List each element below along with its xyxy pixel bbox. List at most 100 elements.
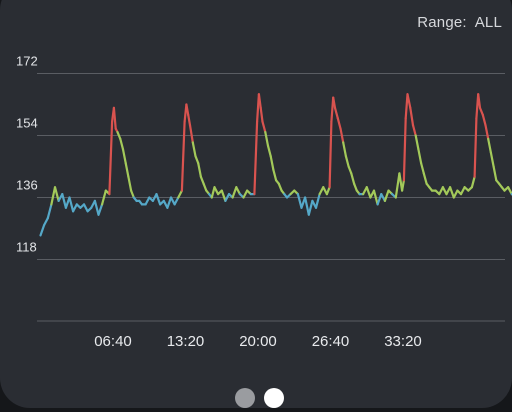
line-segment — [175, 198, 179, 205]
line-segment — [349, 167, 352, 174]
line-segment — [413, 125, 416, 135]
line-segment — [346, 156, 349, 166]
line-segment — [309, 201, 313, 215]
line-segment — [279, 184, 282, 191]
line-segment — [351, 173, 354, 183]
y-tick-label: 172 — [16, 54, 38, 69]
line-segment — [131, 191, 134, 198]
x-tick-label: 26:40 — [312, 333, 350, 350]
line-segment — [335, 108, 338, 118]
grid-lines — [37, 74, 505, 322]
line-segment — [188, 115, 190, 125]
line-segment — [273, 170, 276, 180]
line-segment — [99, 204, 103, 214]
line-segment — [404, 118, 406, 180]
line-segment — [236, 187, 240, 194]
line-segment — [157, 194, 161, 204]
line-segment — [408, 94, 411, 108]
line-segment — [198, 163, 201, 177]
x-tick-label: 13:20 — [167, 333, 205, 350]
y-tick-label: 136 — [16, 178, 38, 193]
heart-rate-chart: 118 136 154 172 06:40 13:20 20:00 26:40 33:20 — [0, 20, 512, 380]
line-segment — [73, 204, 77, 211]
line-segment — [454, 191, 458, 198]
line-segment — [488, 139, 491, 153]
page-dot-1[interactable] — [235, 388, 255, 408]
line-segment — [128, 177, 131, 191]
line-segment — [193, 142, 196, 156]
line-segment — [402, 180, 404, 190]
line-segment — [472, 177, 475, 187]
line-segment — [126, 163, 129, 177]
line-segment — [410, 108, 413, 125]
line-segment — [385, 191, 389, 201]
line-segment — [421, 163, 424, 173]
line-segment — [51, 187, 55, 204]
line-segment — [330, 122, 332, 188]
line-segment — [41, 225, 45, 235]
x-tick-label: 06:40 — [94, 333, 132, 350]
line-segment — [109, 122, 112, 194]
line-segment — [118, 132, 121, 139]
line-segment — [343, 142, 346, 156]
line-segment — [265, 132, 268, 146]
line-segment — [261, 108, 263, 122]
line-segment — [475, 118, 477, 177]
line-segment — [491, 153, 494, 167]
line-segment — [298, 194, 302, 208]
x-tick-label: 33:20 — [384, 333, 422, 350]
y-tick-label: 118 — [16, 240, 37, 255]
line-segment — [424, 173, 427, 183]
line-segment — [48, 204, 52, 218]
x-axis-ticks: 06:40 13:20 20:00 26:40 33:20 — [94, 333, 422, 350]
line-segment — [114, 108, 116, 129]
line-segment — [416, 136, 419, 150]
line-segment — [254, 122, 257, 194]
line-segment — [167, 198, 171, 208]
line-segment — [486, 125, 489, 139]
line-segment — [190, 125, 193, 142]
line-segment — [268, 146, 271, 156]
x-tick-label: 20:00 — [239, 333, 277, 350]
page-dot-2[interactable] — [264, 388, 284, 408]
line-segment — [233, 187, 237, 197]
line-segment — [196, 156, 199, 163]
line-segment — [120, 139, 123, 149]
line-segment — [146, 198, 150, 205]
line-segment — [244, 191, 248, 198]
line-segment — [263, 122, 266, 132]
line-segment — [450, 187, 454, 197]
y-axis-ticks: 118 136 154 172 — [16, 54, 38, 255]
line-segment — [480, 108, 483, 115]
line-segment — [201, 177, 204, 184]
line-segment — [215, 187, 219, 194]
line-segment — [341, 129, 344, 143]
line-segment — [494, 167, 497, 181]
series-line — [41, 94, 512, 235]
line-segment — [95, 201, 99, 215]
line-segment — [62, 194, 66, 208]
line-segment — [338, 118, 341, 128]
line-segment — [483, 115, 486, 125]
line-segment — [316, 194, 320, 208]
line-segment — [178, 191, 182, 198]
line-segment — [204, 184, 207, 191]
line-segment — [478, 94, 480, 108]
line-segment — [271, 156, 274, 170]
line-segment — [222, 191, 226, 201]
line-segment — [461, 187, 465, 194]
line-segment — [70, 198, 74, 212]
y-tick-label: 154 — [16, 116, 38, 131]
line-segment — [123, 149, 126, 163]
line-segment — [55, 187, 59, 201]
line-segment — [354, 184, 357, 191]
line-segment — [508, 187, 512, 194]
line-segment — [84, 204, 88, 211]
line-segment — [418, 149, 421, 163]
line-segment — [367, 187, 371, 197]
page-indicator — [0, 388, 512, 412]
line-segment — [44, 218, 48, 225]
line-segment — [305, 198, 309, 215]
line-segment — [378, 194, 382, 204]
line-segment — [327, 187, 330, 194]
